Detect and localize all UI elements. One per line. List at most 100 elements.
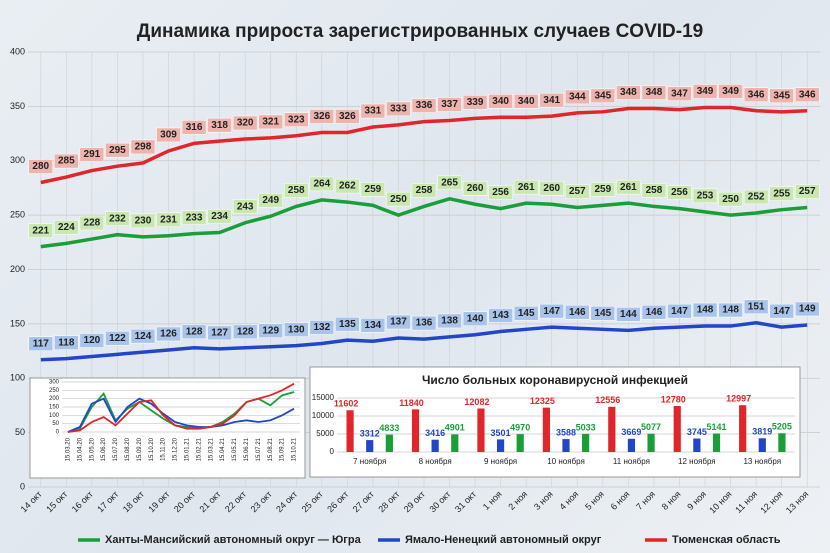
value-label: 3312 xyxy=(360,428,380,438)
x-tick-label: 12 ноября xyxy=(678,457,716,466)
value-label-box xyxy=(360,103,386,119)
value-label: 348 xyxy=(620,87,637,98)
y-tick-label: 150 xyxy=(10,318,25,328)
value-label: 136 xyxy=(416,318,433,329)
value-label-box xyxy=(105,331,130,346)
x-tick-label: 20 окт xyxy=(172,489,197,514)
value-label-box xyxy=(539,181,564,196)
value-label: 346 xyxy=(799,89,816,100)
value-label-box xyxy=(667,185,692,200)
x-tick-label: 1 ноя xyxy=(481,489,504,512)
value-label-box xyxy=(335,178,360,194)
inset-title: Число больных коронавирусной инфекцией xyxy=(422,373,688,387)
value-label-box xyxy=(181,210,207,225)
data-line xyxy=(40,105,808,185)
x-tick-label: 25 окт xyxy=(300,489,325,514)
value-label: 261 xyxy=(620,182,637,193)
value-label: 135 xyxy=(339,319,356,330)
bar xyxy=(693,438,701,452)
x-tick-label: 9 ноя xyxy=(685,489,708,512)
value-label: 333 xyxy=(390,104,407,115)
value-label: 258 xyxy=(646,185,663,196)
value-label-box xyxy=(335,109,360,124)
bar xyxy=(562,439,570,452)
x-tick-label: 23 окт xyxy=(249,489,274,514)
value-label-box xyxy=(513,179,539,195)
x-tick-label: 16 окт xyxy=(70,489,95,514)
value-label: 11602 xyxy=(334,399,359,409)
value-label: 259 xyxy=(594,184,611,195)
value-label-box xyxy=(692,84,718,99)
x-tick-label: 15.04.20 xyxy=(77,437,83,461)
x-tick-label: 15.01.21 xyxy=(185,437,191,461)
value-label: 233 xyxy=(186,212,203,223)
value-label: 228 xyxy=(84,218,101,229)
y-tick-label: 0 xyxy=(20,481,25,491)
value-label: 12556 xyxy=(595,395,620,405)
value-label: 347 xyxy=(671,88,688,99)
value-label: 230 xyxy=(135,216,152,227)
value-label-box xyxy=(309,176,335,192)
value-label-box xyxy=(565,184,590,199)
x-tick-label: 17 окт xyxy=(95,489,120,514)
value-label: 349 xyxy=(722,86,739,97)
x-tick-label: 8 ноября xyxy=(419,457,452,466)
value-label: 337 xyxy=(441,99,458,110)
value-label: 124 xyxy=(135,331,152,342)
value-label: 234 xyxy=(211,211,228,222)
value-label: 12082 xyxy=(464,397,489,407)
value-label-box xyxy=(513,94,539,109)
x-tick-label: 15.03.21 xyxy=(208,437,214,461)
value-label: 231 xyxy=(160,214,177,225)
value-label: 5205 xyxy=(772,422,792,432)
value-label-box xyxy=(769,88,794,104)
x-tick-label: 15.08.21 xyxy=(268,437,274,461)
value-label-box xyxy=(794,87,820,102)
value-label: 122 xyxy=(109,333,126,344)
value-label-box xyxy=(28,223,54,238)
value-label: 260 xyxy=(543,183,560,194)
x-tick-label: 10 ноября xyxy=(547,457,585,466)
y-tick-label: 10000 xyxy=(312,411,335,420)
value-label: 3819 xyxy=(752,427,772,437)
value-label: 132 xyxy=(313,322,330,333)
value-label: 129 xyxy=(262,325,279,336)
value-label: 261 xyxy=(518,182,535,193)
value-label: 5077 xyxy=(641,422,661,432)
value-label-box xyxy=(284,183,309,198)
bar xyxy=(496,439,505,452)
value-label-box xyxy=(692,188,718,204)
x-tick-label: 21 окт xyxy=(197,489,222,514)
value-label: 243 xyxy=(237,201,254,212)
value-label: 341 xyxy=(543,95,560,106)
value-label-box xyxy=(386,191,411,207)
value-label: 295 xyxy=(109,145,126,156)
value-label-box xyxy=(54,335,79,350)
value-label: 321 xyxy=(262,117,279,128)
value-label-box xyxy=(616,85,641,100)
value-label: 264 xyxy=(313,179,330,190)
y-tick-label: 250 xyxy=(10,210,25,220)
value-label-box xyxy=(181,120,207,135)
value-label-box xyxy=(488,94,513,109)
value-label-box xyxy=(411,183,437,198)
x-tick-label: 30 окт xyxy=(427,489,452,514)
value-label-box xyxy=(258,114,283,130)
value-label-box xyxy=(794,184,820,199)
value-label-box xyxy=(743,189,769,205)
value-label: 11840 xyxy=(399,398,424,408)
value-label: 127 xyxy=(211,328,228,339)
value-label: 117 xyxy=(33,338,50,349)
value-label: 3669 xyxy=(621,427,641,437)
value-label-box xyxy=(284,322,309,337)
x-tick-label: 10 ноя xyxy=(707,489,734,516)
bar xyxy=(778,433,786,452)
value-label: 137 xyxy=(390,317,407,328)
value-label-box xyxy=(258,192,283,208)
value-label-box xyxy=(28,336,54,352)
value-label: 143 xyxy=(492,310,509,321)
value-label-box xyxy=(79,215,105,231)
x-tick-label: 15.10.21 xyxy=(292,437,298,461)
value-label: 250 xyxy=(722,194,739,205)
